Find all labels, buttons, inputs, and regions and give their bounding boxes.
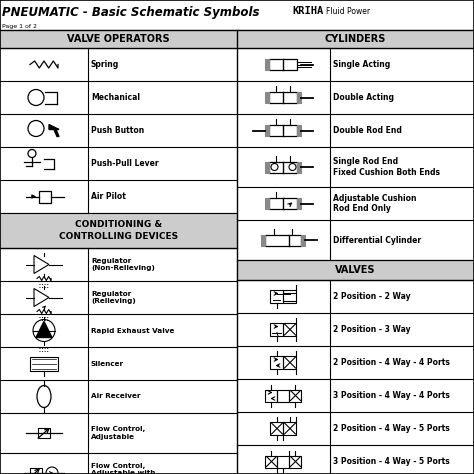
Bar: [277, 390, 290, 401]
Bar: [265, 235, 301, 246]
Bar: [298, 198, 301, 209]
Text: Double Acting: Double Acting: [333, 93, 394, 102]
Text: Double Rod End: Double Rod End: [333, 126, 402, 135]
Text: Flow Control,
Adjustable with
Bypass Check: Flow Control, Adjustable with Bypass Che…: [91, 463, 155, 474]
Text: Adjustable Cushion
Rod End Only: Adjustable Cushion Rod End Only: [333, 194, 417, 213]
Text: Spring: Spring: [91, 60, 119, 69]
Bar: [270, 162, 298, 173]
Bar: [265, 390, 277, 401]
Text: CONDITIONING &
CONTROLLING DEVICES: CONDITIONING & CONTROLLING DEVICES: [59, 220, 178, 240]
Bar: [270, 59, 298, 70]
Text: Differential Cylinder: Differential Cylinder: [333, 236, 421, 245]
Text: VALVES: VALVES: [335, 265, 376, 275]
Bar: [271, 323, 283, 336]
Bar: [30, 468, 42, 474]
Text: Mechanical: Mechanical: [91, 93, 140, 102]
Text: Page 1 of 2: Page 1 of 2: [2, 24, 37, 28]
Bar: [283, 290, 297, 303]
Bar: [0, 30, 237, 48]
Text: Air Receiver: Air Receiver: [91, 393, 140, 400]
Bar: [283, 422, 297, 435]
Bar: [237, 260, 474, 280]
Text: PNEUMATIC - Basic Schematic Symbols: PNEUMATIC - Basic Schematic Symbols: [2, 6, 259, 18]
Bar: [283, 323, 297, 336]
Bar: [301, 235, 306, 246]
Bar: [271, 290, 283, 303]
Bar: [270, 125, 298, 136]
Bar: [298, 162, 301, 173]
Bar: [283, 356, 297, 369]
Bar: [290, 390, 301, 401]
Text: Rapid Exhaust Valve: Rapid Exhaust Valve: [91, 328, 174, 334]
Text: 2 Position - 3 Way: 2 Position - 3 Way: [333, 325, 410, 334]
Polygon shape: [36, 321, 52, 337]
Bar: [298, 92, 301, 103]
Bar: [265, 456, 277, 467]
Bar: [237, 30, 474, 48]
Bar: [265, 125, 270, 136]
Bar: [298, 125, 301, 136]
Text: Single Acting: Single Acting: [333, 60, 390, 69]
Text: Silencer: Silencer: [91, 361, 124, 366]
Bar: [265, 92, 270, 103]
Bar: [265, 59, 270, 70]
Text: Flow Control,
Adjustable: Flow Control, Adjustable: [91, 427, 145, 439]
Text: Regulator
(Relieving): Regulator (Relieving): [91, 291, 136, 304]
Text: CYLINDERS: CYLINDERS: [325, 34, 386, 44]
Text: 3 Position - 4 Way - 5 Ports: 3 Position - 4 Way - 5 Ports: [333, 457, 450, 466]
Text: 2 Position - 4 Way - 4 Ports: 2 Position - 4 Way - 4 Ports: [333, 358, 450, 367]
Text: Fluid Power: Fluid Power: [326, 7, 370, 16]
Bar: [39, 191, 51, 202]
Bar: [30, 356, 58, 371]
Bar: [271, 422, 283, 435]
Bar: [0, 213, 237, 248]
Text: VALVE OPERATORS: VALVE OPERATORS: [67, 34, 170, 44]
Polygon shape: [49, 125, 59, 137]
Text: 2 Position - 4 Way - 5 Ports: 2 Position - 4 Way - 5 Ports: [333, 424, 450, 433]
Text: Push Button: Push Button: [91, 126, 144, 135]
Bar: [270, 198, 298, 209]
Bar: [270, 92, 298, 103]
Bar: [277, 456, 290, 467]
Bar: [38, 428, 50, 438]
Text: 3 Position - 4 Way - 4 Ports: 3 Position - 4 Way - 4 Ports: [333, 391, 450, 400]
Text: Push-Pull Lever: Push-Pull Lever: [91, 159, 159, 168]
Bar: [265, 198, 270, 209]
Bar: [262, 235, 265, 246]
Text: Air Pilot: Air Pilot: [91, 192, 126, 201]
Text: Regulator
(Non-Relieving): Regulator (Non-Relieving): [91, 258, 155, 271]
Text: 2 Position - 2 Way: 2 Position - 2 Way: [333, 292, 410, 301]
Bar: [265, 162, 270, 173]
Bar: [271, 356, 283, 369]
Text: Single Rod End
Fixed Cushion Both Ends: Single Rod End Fixed Cushion Both Ends: [333, 157, 440, 177]
Text: KRIHA: KRIHA: [292, 6, 323, 16]
Bar: [290, 456, 301, 467]
